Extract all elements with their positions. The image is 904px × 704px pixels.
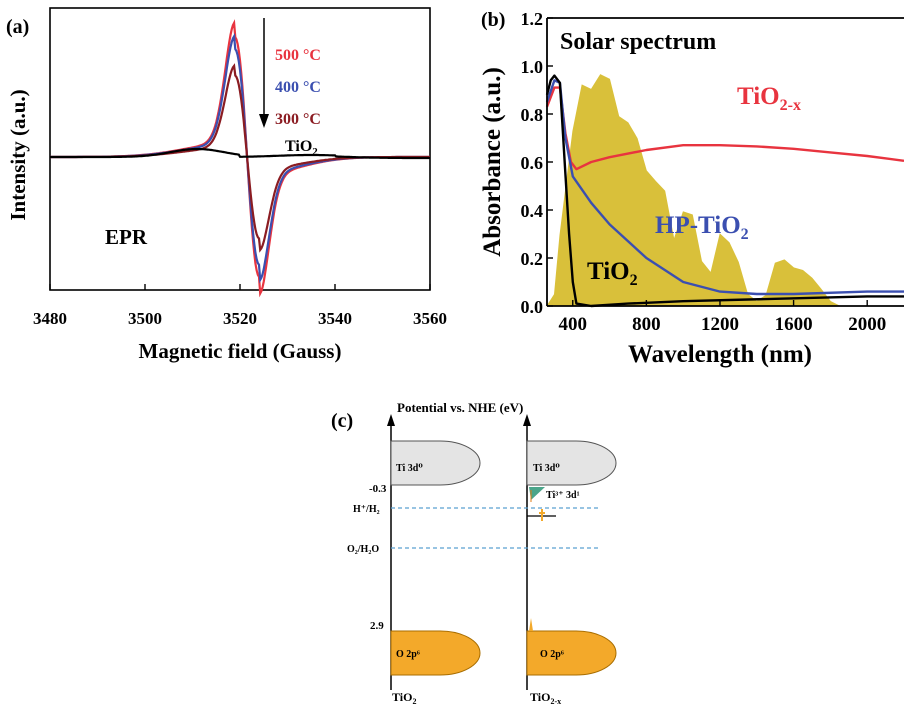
panel-b-y-tick-label: 0.4 xyxy=(521,201,544,221)
panel-c-column-tio2x: TiO2-x xyxy=(530,690,561,704)
panel-b: (b) 0.0 0.2 0.4 0.6 0.8 1.0 1.2 400 800 1200 1600… xyxy=(479,9,904,368)
panel-c-column-tio2: TiO2 xyxy=(392,690,416,704)
panel-c-vb-tio2x xyxy=(526,630,617,676)
panel-b-annotation-solar: Solar spectrum xyxy=(560,29,716,55)
panel-b-x-tick-label: 1600 xyxy=(775,314,813,335)
panel-c-title: Potential vs. NHE (eV) xyxy=(397,400,523,415)
panel-a-label: (a) xyxy=(6,16,29,38)
panel-c-cb-tio2x-label: Ti 3d⁰ xyxy=(533,463,560,474)
panel-a: (a) 3480 3500 3520 3540 3560 Magnetic field … xyxy=(6,7,447,363)
panel-b-y-tick-label: 0.6 xyxy=(521,153,544,173)
panel-c-axis-tio2x-arrow xyxy=(523,414,531,426)
panel-b-x-tick-label: 2000 xyxy=(848,314,886,335)
panel-b-x-ticks: 400 800 1200 1600 2000 xyxy=(559,300,886,335)
panel-b-y-axis-label: Absorbance (a.u.) xyxy=(479,67,506,257)
panel-b-y-tick-label: 0.0 xyxy=(521,297,544,317)
panel-a-annotation-epr: EPR xyxy=(105,225,148,249)
panel-b-label: (b) xyxy=(481,9,505,31)
panel-b-series-label: TiO2 xyxy=(587,258,638,289)
panel-b-y-tick-label: 1.2 xyxy=(521,9,544,29)
panel-c-cb-tio2x xyxy=(526,440,617,486)
panel-c-label: (c) xyxy=(331,410,353,432)
panel-b-series-line xyxy=(545,74,904,308)
panel-a-legend: 500 °C 400 °C 300 °C TiO2 xyxy=(275,47,321,158)
panel-a-x-ticks: 3480 3500 3520 3540 3560 xyxy=(33,284,447,328)
panel-a-y-axis-label: Intensity (a.u.) xyxy=(6,89,30,220)
panel-b-y-tick-label: 0.8 xyxy=(521,105,544,125)
panel-b-x-tick-label: 1200 xyxy=(701,314,739,335)
panel-b-y-ticks: 0.0 0.2 0.4 0.6 0.8 1.0 1.2 xyxy=(521,9,553,317)
panel-b-y-tick-label: 1.0 xyxy=(521,57,544,77)
panel-a-x-tick-label: 3480 xyxy=(33,309,67,328)
panel-c-level-cb: -0.3 xyxy=(369,483,387,495)
panel-c-cb-tio2-label: Ti 3d⁰ xyxy=(396,463,423,474)
panel-b-y-tick-label: 0.2 xyxy=(521,249,544,269)
panel-c-midgap-label: Ti³⁺ 3d¹ xyxy=(546,490,580,501)
panel-a-legend-entry: 500 °C xyxy=(275,47,321,64)
panel-b-x-tick-label: 800 xyxy=(632,314,661,335)
panel-c-cb-tio2 xyxy=(390,440,481,486)
panel-c-axis-tio2-arrow xyxy=(387,414,395,426)
panel-c-vb-tio2 xyxy=(390,630,481,676)
panel-c-vb-tio2-label: O 2p⁶ xyxy=(396,649,420,660)
panel-a-legend-entry: 300 °C xyxy=(275,111,321,128)
panel-a-x-tick-label: 3500 xyxy=(128,309,162,328)
panel-c-level-h2: H⁺/H₂ xyxy=(353,504,380,515)
panel-a-legend-entry: TiO2 xyxy=(285,138,318,158)
panel-c: (c) Potential vs. NHE (eV) Ti 3d⁰ Ti 3d⁰… xyxy=(331,400,617,704)
panel-a-series xyxy=(50,19,430,298)
panel-c-level-o2: O₂/H₂O xyxy=(347,544,379,555)
panel-c-vb-tail xyxy=(529,618,533,631)
panel-b-series-label: HP-TiO2 xyxy=(655,212,749,243)
panel-a-series-line xyxy=(50,147,430,160)
panel-c-level-vb: 2.9 xyxy=(370,620,384,632)
panel-b-series xyxy=(545,74,904,308)
panel-a-legend-entry: 400 °C xyxy=(275,79,321,96)
panel-a-x-tick-label: 3540 xyxy=(318,309,352,328)
panel-a-arrow-head xyxy=(259,114,269,128)
panel-a-x-axis-label: Magnetic field (Gauss) xyxy=(139,339,342,363)
panel-c-midgap-state xyxy=(529,487,545,500)
panel-a-x-tick-label: 3520 xyxy=(223,309,257,328)
panel-b-x-axis-label: Wavelength (nm) xyxy=(628,341,812,368)
panel-b-series-labels: TiO2-x HP-TiO2 TiO2 xyxy=(587,83,801,289)
panel-c-vb-tio2x-label: O 2p⁶ xyxy=(540,649,564,660)
panel-b-x-tick-label: 400 xyxy=(559,314,588,335)
panel-b-series-label: TiO2-x xyxy=(737,83,801,114)
panel-a-x-tick-label: 3560 xyxy=(413,309,447,328)
